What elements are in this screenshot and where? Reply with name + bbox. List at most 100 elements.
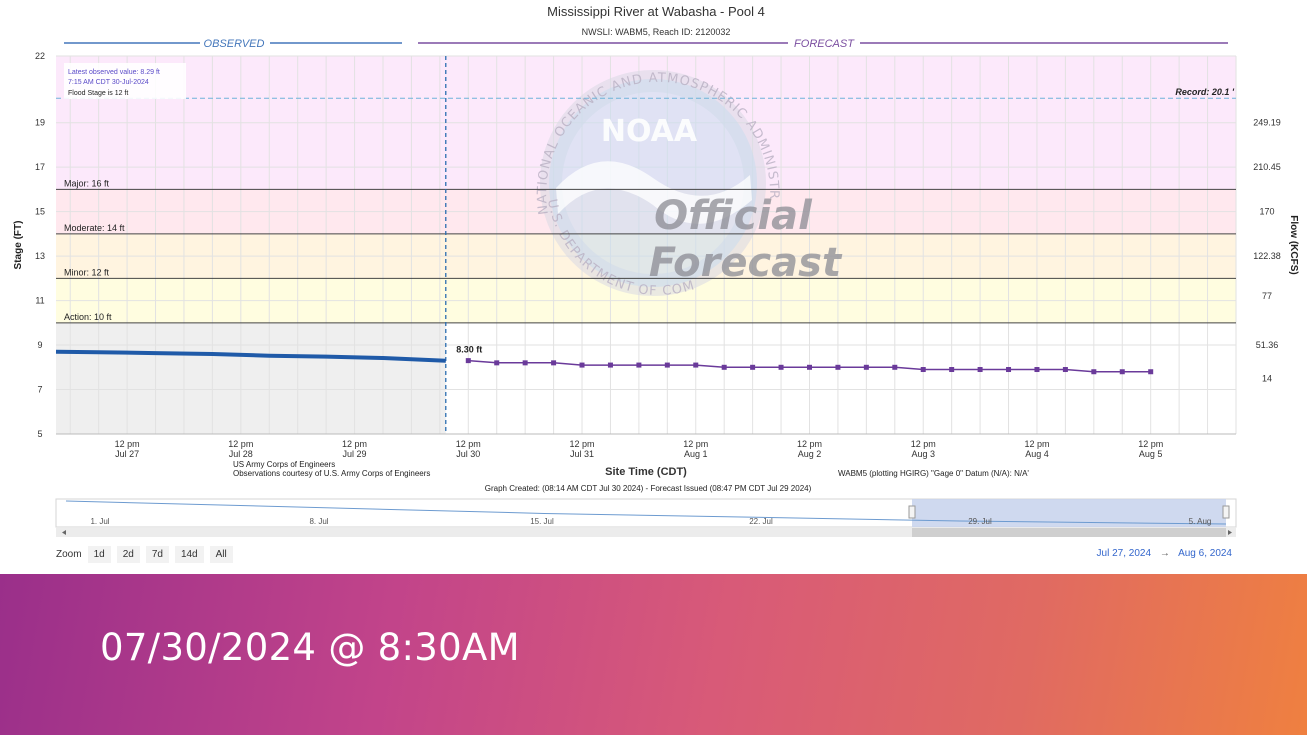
forecast-point [636,362,642,368]
navigator-label: 5. Aug [1189,517,1212,526]
latest-observed-box [64,63,186,99]
forecast-point [920,367,926,373]
x-tick-label-time: 12 pm [228,439,253,449]
forecast-point [949,367,955,373]
forecast-point [1006,367,1012,373]
flood-label-3: Major: 16 ft [64,178,110,188]
y-tick-label: 15 [35,207,45,217]
watermark-official: Official [654,193,813,239]
range-to[interactable]: Aug 6, 2024 [1178,548,1232,559]
y2-tick-label: 14 [1262,373,1272,383]
forecast-point [835,364,841,370]
latest-observed-time: 7:15 AM CDT 30-Jul-2024 [68,79,149,86]
forecast-point [750,364,756,370]
forecast-point [693,362,699,368]
x-axis-title: Site Time (CDT) [605,466,687,478]
y-tick-label: 13 [35,251,45,261]
x-tick-label-date: Aug 5 [1139,449,1163,459]
x-tick-label-time: 12 pm [570,439,595,449]
flood-label-0: Action: 10 ft [64,312,112,322]
hydrograph-svg: Mississippi River at Wabasha - Pool 4 NWS… [0,0,1299,537]
y2-tick-label: 122.38 [1253,251,1281,261]
y2-tick-label: 77 [1262,291,1272,301]
observed-shade [56,322,446,434]
forecast-point [494,360,500,366]
x-tick-label-time: 12 pm [456,439,481,449]
x-tick-label-date: Aug 3 [911,449,935,459]
x-tick-label-date: Jul 28 [229,449,253,459]
x-tick-label-date: Aug 2 [798,449,822,459]
zoom-all-button[interactable]: All [209,546,233,563]
y-axis-title: Stage (FT) [13,221,24,270]
forecast-point [607,362,613,368]
forecast-point [579,362,585,368]
watermark-forecast: Forecast [649,240,843,286]
forecast-point [863,364,869,370]
forecast-point [1091,369,1097,375]
forecast-point [1148,369,1154,375]
credit-observations: Observations courtesy of U.S. Army Corps… [233,469,430,478]
timestamp-banner: 07/30/2024 @ 8:30AM [0,574,1307,735]
zoom-2d-button[interactable]: 2d [116,546,140,563]
navigator-scrollbar-thumb [912,528,1226,537]
y2-tick-label: 249.19 [1253,118,1281,128]
flood-label-1: Minor: 12 ft [64,267,110,277]
x-tick-label-time: 12 pm [1024,439,1049,449]
x-tick-label-date: Jul 29 [343,449,367,459]
navigator-label: 22. Jul [749,517,773,526]
range-from[interactable]: Jul 27, 2024 [1096,548,1152,559]
navigator-handle-right [1222,505,1230,519]
flood-stage-note: Flood Stage is 12 ft [68,90,128,97]
latest-observed-value: Latest observed value: 8.29 ft [68,69,160,76]
credit-created: Graph Created: (08:14 AM CDT Jul 30 2024… [485,484,812,493]
y-tick-label: 22 [35,51,45,61]
forecast-first-label: 8.30 ft [456,345,482,355]
y-tick-label: 19 [35,118,45,128]
y2-tick-label: 210.45 [1253,162,1281,172]
forecast-point [721,364,727,370]
forecast-point [806,364,812,370]
x-tick-label-time: 12 pm [797,439,822,449]
y2-axis-title: Flow (KCFS) [1288,215,1299,274]
credit-agency: US Army Corps of Engineers [233,460,335,469]
y2-tick-label: 170 [1259,207,1274,217]
navigator-label: 29. Jul [968,517,992,526]
x-tick-label-date: Aug 4 [1025,449,1049,459]
navigator-label: 15. Jul [530,517,554,526]
forecast-point [1034,367,1040,373]
y-tick-label: 5 [37,429,42,439]
navigator-scrollbar-track [56,528,1236,537]
y-tick-label: 7 [37,385,42,395]
x-tick-label-date: Aug 1 [684,449,708,459]
banner-timestamp: 07/30/2024 @ 8:30AM [100,626,520,669]
x-tick-label-date: Jul 30 [456,449,480,459]
x-tick-label-time: 12 pm [1138,439,1163,449]
zoom-controls: Zoom 1d 2d 7d 14d All [56,546,233,563]
x-tick-label-time: 12 pm [115,439,140,449]
chart-title: Mississippi River at Wabasha - Pool 4 [547,4,765,19]
y-tick-label: 9 [37,340,42,350]
forecast-point [1119,369,1125,375]
navigator-label: 8. Jul [309,517,328,526]
observed-header: OBSERVED [204,38,265,50]
forecast-point [977,367,983,373]
forecast-point [892,364,898,370]
zoom-7d-button[interactable]: 7d [145,546,169,563]
scroll-left-arrow [62,530,66,535]
record-label: Record: 20.1 ' [1175,87,1235,97]
zoom-1d-button[interactable]: 1d [87,546,111,563]
noaa-logo-text: NOAA [601,114,698,149]
navigator-label: 1. Jul [90,517,109,526]
y-tick-label: 11 [35,296,44,306]
zoom-label: Zoom [56,549,82,560]
forecast-header: FORECAST [794,38,855,50]
x-tick-label-date: Jul 27 [115,449,139,459]
zoom-14d-button[interactable]: 14d [174,546,204,563]
x-tick-label-time: 12 pm [342,439,367,449]
hydrograph-chart: Mississippi River at Wabasha - Pool 4 NWS… [0,0,1299,563]
date-range: Jul 27, 2024 → Aug 6, 2024 [1097,548,1232,559]
forecast-point [1062,367,1068,373]
flood-label-2: Moderate: 14 ft [64,223,125,233]
forecast-point [664,362,670,368]
navigator-handle-left [908,505,916,519]
